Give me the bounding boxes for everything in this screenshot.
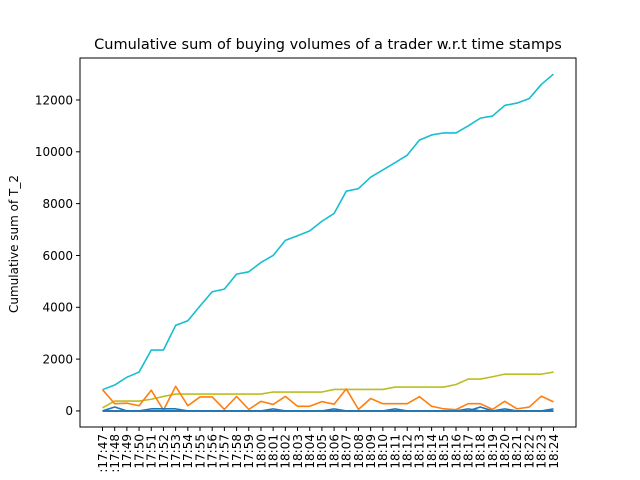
x-tick-label: 18:22 <box>522 434 536 469</box>
x-tick-label: 17:50 <box>132 434 146 469</box>
x-tick-label: 18:09 <box>364 434 378 469</box>
x-tick-label: 17:53 <box>169 434 183 469</box>
series-line-1 <box>102 371 554 409</box>
chart-title: Cumulative sum of buying volumes of a tr… <box>94 37 562 53</box>
x-tick-label: 17:56 <box>206 434 220 469</box>
x-tick-label: 18:11 <box>388 434 402 469</box>
x-tick-label: 17:57 <box>218 434 232 469</box>
y-tick-label: 4000 <box>42 301 73 315</box>
x-tick-label: 17:55 <box>193 434 207 469</box>
x-tick-label: 18:08 <box>352 434 366 469</box>
x-tick-label: 17:58 <box>230 434 244 469</box>
series-layer <box>101 73 555 412</box>
x-tick-label: 18:19 <box>486 434 500 469</box>
x-tick-label: 18:17 <box>461 434 475 469</box>
x-tick-label: 18:10 <box>376 434 390 469</box>
x-tick-label: 18:04 <box>303 434 317 469</box>
x-axis: :17:47:17:4817:4917:5017:5117:5217:5317:… <box>96 427 561 473</box>
y-tick-label: 10000 <box>35 145 73 159</box>
x-tick-label: 18:00 <box>254 434 268 469</box>
x-tick-label: 18:05 <box>315 434 329 469</box>
y-axis: 0 2000 4000 6000 8000 10000 12000 <box>35 93 80 418</box>
x-tick-label: 18:06 <box>327 434 341 469</box>
x-tick-label: 18:18 <box>474 434 488 469</box>
series-line-2 <box>101 385 554 411</box>
x-tick-label: 18:23 <box>535 434 549 469</box>
y-tick-label: 0 <box>65 404 73 418</box>
x-tick-label: 18:24 <box>547 434 561 469</box>
x-tick-label: 17:54 <box>181 434 195 469</box>
series-line-8 <box>102 406 554 412</box>
x-tick-label: 18:20 <box>498 434 512 469</box>
x-tick-label: 17:59 <box>242 434 256 469</box>
x-tick-label: 18:12 <box>401 434 415 469</box>
x-tick-label: 18:07 <box>340 434 354 469</box>
x-tick-label: 18:13 <box>413 434 427 469</box>
x-tick-label: 18:03 <box>291 434 305 469</box>
x-tick-label: 18:02 <box>279 434 293 469</box>
x-tick-label: :17:48 <box>108 434 122 473</box>
y-tick-label: 8000 <box>42 197 73 211</box>
x-tick-label: 18:21 <box>510 434 524 469</box>
y-tick-label: 2000 <box>42 352 73 366</box>
x-tick-label: 18:15 <box>437 434 451 469</box>
y-tick-label: 6000 <box>42 249 73 263</box>
x-tick-label: 17:49 <box>120 434 134 469</box>
x-tick-label: 17:51 <box>145 434 159 469</box>
series-line-0 <box>102 73 555 391</box>
x-tick-label: 18:01 <box>266 434 280 469</box>
x-tick-label: 17:52 <box>157 434 171 469</box>
y-tick-label: 12000 <box>35 93 73 107</box>
plot-frame <box>79 57 577 428</box>
x-tick-label: :17:47 <box>96 434 110 473</box>
x-tick-label: 18:16 <box>449 434 463 469</box>
x-tick-label: 18:14 <box>425 434 439 469</box>
y-axis-label: Cumulative sum of T_2 <box>7 175 21 313</box>
